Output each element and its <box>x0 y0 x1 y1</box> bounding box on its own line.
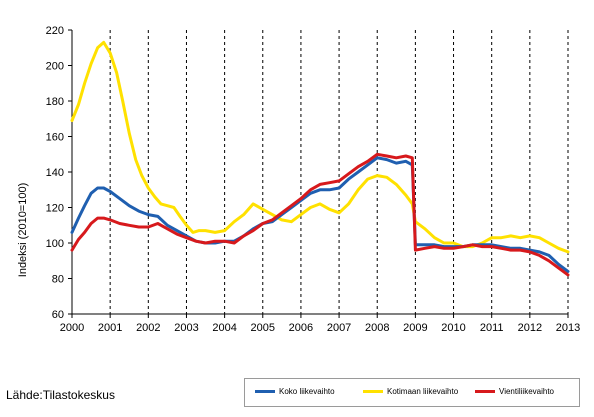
y-tick-label-60: 60 <box>52 309 64 321</box>
series-line-vienti <box>70 152 570 277</box>
y-tick-label-200: 200 <box>46 61 64 73</box>
y-tick-label-160: 160 <box>46 132 64 144</box>
legend-item-koko: Koko liikevaihto <box>255 387 335 396</box>
x-tick-label-2013: 2013 <box>556 322 580 334</box>
x-tick-label-2010: 2010 <box>441 322 465 334</box>
legend-label-vienti: Vientiliikevaihto <box>499 387 554 396</box>
legend-swatch-koko <box>255 390 275 393</box>
legend-label-kotimaan: Kotimaan liikevaihto <box>387 387 459 396</box>
x-tick-label-2009: 2009 <box>403 322 427 334</box>
series-line-koko <box>70 156 570 273</box>
x-tick-label-2012: 2012 <box>518 322 542 334</box>
y-tick-label-80: 80 <box>52 274 64 286</box>
y-tick-label-140: 140 <box>46 167 64 179</box>
series-line-kotimaan <box>70 40 570 254</box>
x-tick-label-2007: 2007 <box>327 322 351 334</box>
x-tick-label-2000: 2000 <box>60 322 84 334</box>
legend-swatch-kotimaan <box>363 390 383 393</box>
x-tick-label-2008: 2008 <box>365 322 389 334</box>
legend-swatch-vienti <box>475 390 495 393</box>
legend: Koko liikevaihto Kotimaan liikevaihto Vi… <box>244 378 580 407</box>
x-tick-label-2001: 2001 <box>98 322 122 334</box>
y-tick-label-180: 180 <box>46 96 64 108</box>
x-tick-label-2004: 2004 <box>212 322 236 334</box>
y-tick-label-120: 120 <box>46 203 64 215</box>
legend-label-koko: Koko liikevaihto <box>279 387 335 396</box>
y-tick-label-100: 100 <box>46 238 64 250</box>
y-tick-label-220: 220 <box>46 25 64 37</box>
x-tick-label-2005: 2005 <box>251 322 275 334</box>
x-tick-label-2011: 2011 <box>480 322 504 334</box>
legend-item-vienti: Vientiliikevaihto <box>475 387 554 396</box>
y-axis-title: Indeksi (2010=100) <box>17 183 29 277</box>
series-lines <box>70 40 570 277</box>
x-tick-label-2006: 2006 <box>289 322 313 334</box>
axes <box>71 30 568 315</box>
gridlines <box>109 30 569 314</box>
x-tick-label-2003: 2003 <box>174 322 198 334</box>
x-tick-label-2002: 2002 <box>136 322 160 334</box>
tick-labels: 60 80 100 120 140 160 180 200 220 2000 2001 2002 200… <box>46 25 581 334</box>
source-label: Lähde:Tilastokeskus <box>6 388 115 402</box>
legend-item-kotimaan: Kotimaan liikevaihto <box>363 387 458 396</box>
